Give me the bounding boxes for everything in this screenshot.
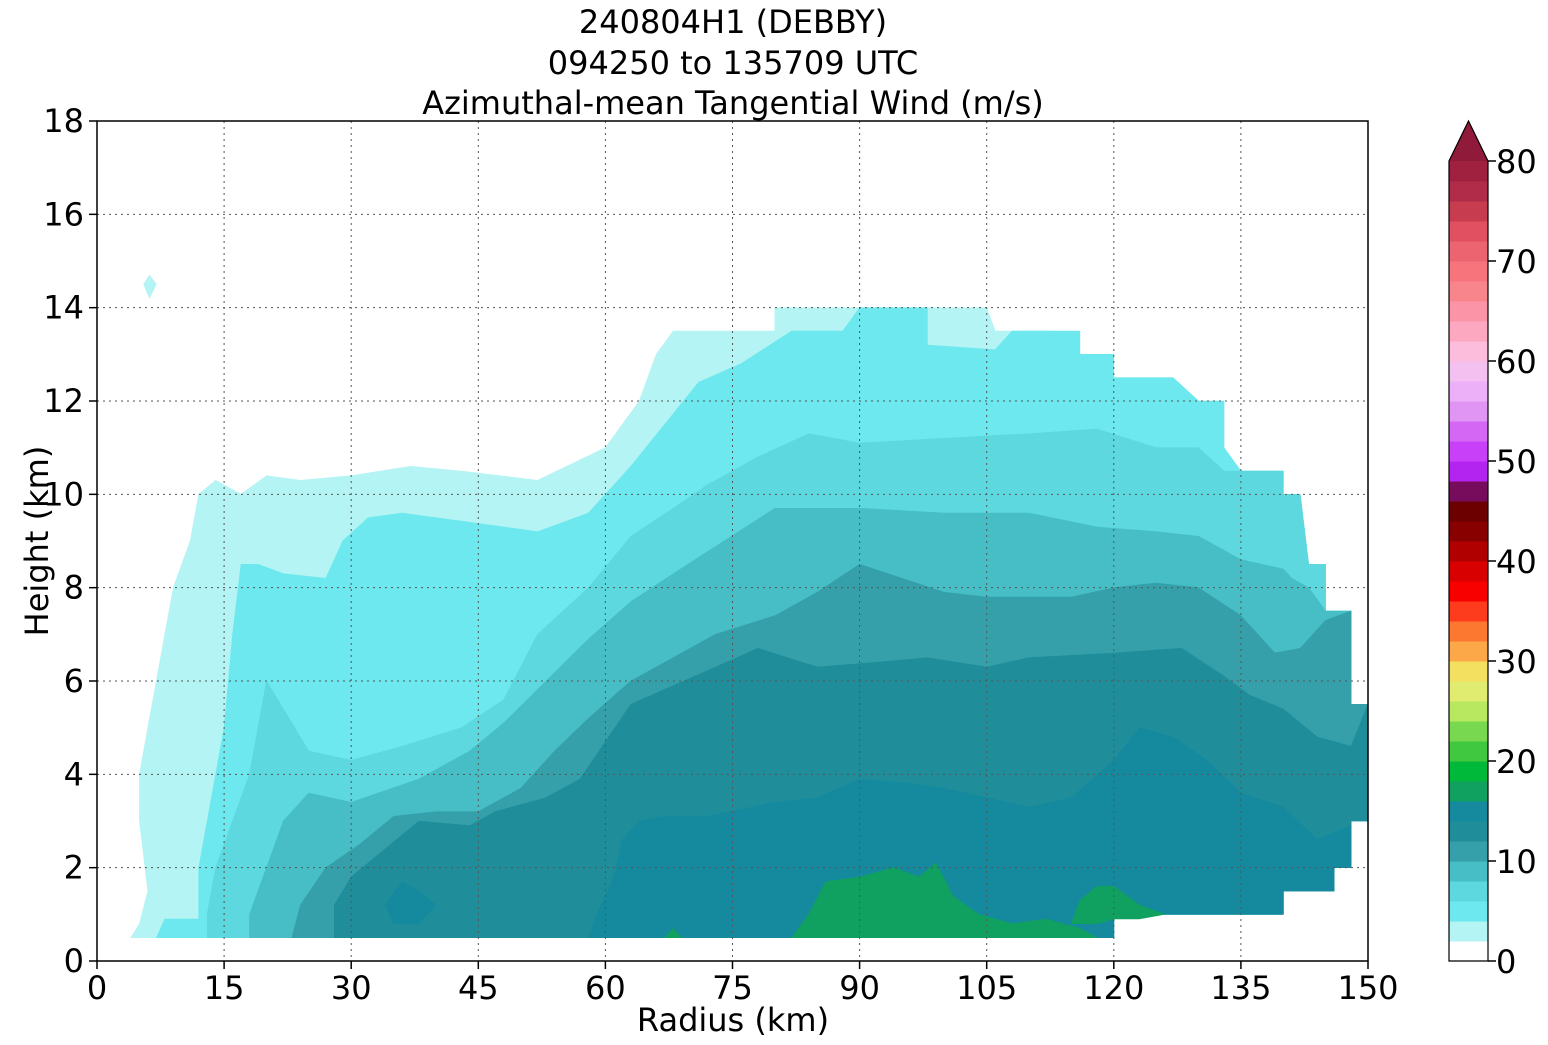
colorbar-segment xyxy=(1449,641,1488,662)
colorbar-outline xyxy=(1448,119,1489,962)
contour-region-16 xyxy=(664,862,1165,938)
colorbar-segment xyxy=(1449,321,1488,342)
x-tick-label: 120 xyxy=(1083,969,1144,1007)
colorbar-tick-label: 60 xyxy=(1496,343,1537,381)
colorbar-segment xyxy=(1449,401,1488,422)
colorbar-tick-label: 0 xyxy=(1496,943,1516,981)
x-tick-label: 135 xyxy=(1210,969,1271,1007)
colorbar-tick-label: 10 xyxy=(1496,843,1537,881)
colorbar-segment xyxy=(1449,841,1488,862)
colorbar-segment xyxy=(1449,421,1488,442)
colorbar-segment xyxy=(1449,861,1488,882)
contour-fields xyxy=(130,274,1369,938)
y-axis-ticks: 0 2 4 6 8 10 12 14 16 18 xyxy=(43,102,97,980)
y-tick-label: 12 xyxy=(43,382,84,420)
x-tick-label: 150 xyxy=(1337,969,1398,1007)
colorbar-segment xyxy=(1449,461,1488,482)
colorbar-segment xyxy=(1449,541,1488,562)
x-tick-label: 90 xyxy=(839,969,880,1007)
colorbar-segment xyxy=(1449,701,1488,722)
colorbar-tick-label: 50 xyxy=(1496,443,1537,481)
title-line-2: 094250 to 135709 UTC xyxy=(548,44,918,82)
colorbar-segment xyxy=(1449,361,1488,382)
y-tick-label: 2 xyxy=(64,849,84,887)
x-tick-label: 45 xyxy=(458,969,499,1007)
y-tick-label: 4 xyxy=(64,755,84,793)
colorbar-segment xyxy=(1449,241,1488,262)
y-tick-label: 18 xyxy=(43,102,84,140)
colorbar-segment xyxy=(1449,501,1488,522)
colorbar-tick-label: 80 xyxy=(1496,143,1537,181)
colorbar-segment xyxy=(1449,741,1488,762)
colorbar-segment xyxy=(1449,441,1488,462)
colorbar-segment xyxy=(1449,621,1488,642)
colorbar-segment xyxy=(1449,661,1488,682)
colorbar xyxy=(1448,119,1489,962)
contour-region-14 xyxy=(384,727,1352,938)
title-line-1: 240804H1 (DEBBY) xyxy=(579,3,887,41)
x-tick-label: 15 xyxy=(204,969,245,1007)
x-tick-label: 75 xyxy=(712,969,753,1007)
colorbar-segment xyxy=(1449,601,1488,622)
x-axis-label: Radius (km) xyxy=(637,1001,829,1039)
y-tick-label: 14 xyxy=(43,289,84,327)
colorbar-segment xyxy=(1449,181,1488,202)
colorbar-tick-label: 30 xyxy=(1496,643,1537,681)
colorbar-segment xyxy=(1449,161,1488,182)
colorbar-tick-label: 70 xyxy=(1496,243,1537,281)
grid-lines xyxy=(97,121,1368,961)
chart-title: 240804H1 (DEBBY) 094250 to 135709 UTC Az… xyxy=(422,3,1044,122)
y-tick-label: 16 xyxy=(43,195,84,233)
colorbar-segment xyxy=(1449,821,1488,842)
colorbar-segment xyxy=(1449,681,1488,702)
x-axis-ticks: 0 15 30 45 60 75 90 105 120 135 150 xyxy=(87,961,1399,1007)
y-tick-label: 8 xyxy=(64,569,84,607)
colorbar-segment xyxy=(1449,881,1488,902)
x-tick-label: 105 xyxy=(956,969,1017,1007)
colorbar-segment xyxy=(1449,381,1488,402)
y-tick-label: 6 xyxy=(64,662,84,700)
colorbar-segment xyxy=(1449,561,1488,582)
colorbar-extend-arrow xyxy=(1449,121,1488,161)
colorbar-segment xyxy=(1449,281,1488,302)
colorbar-ticks: 0 10 20 30 40 50 60 70 80 xyxy=(1488,143,1537,981)
colorbar-segment xyxy=(1449,581,1488,602)
colorbar-segment xyxy=(1449,261,1488,282)
title-line-3: Azimuthal-mean Tangential Wind (m/s) xyxy=(422,84,1044,122)
colorbar-tick-label: 40 xyxy=(1496,543,1537,581)
y-tick-label: 0 xyxy=(64,942,84,980)
colorbar-segment xyxy=(1449,301,1488,322)
colorbar-tick-label: 20 xyxy=(1496,743,1537,781)
colorbar-segment xyxy=(1449,341,1488,362)
colorbar-segment xyxy=(1449,721,1488,742)
colorbar-segment xyxy=(1449,521,1488,542)
colorbar-segment xyxy=(1449,941,1488,962)
colorbar-segment xyxy=(1449,481,1488,502)
x-tick-label: 0 xyxy=(87,969,107,1007)
colorbar-segment xyxy=(1449,921,1488,942)
y-axis-label: Height (km) xyxy=(18,446,56,637)
colorbar-segment xyxy=(1449,201,1488,222)
y-tick-label: 10 xyxy=(43,475,84,513)
colorbar-segment xyxy=(1449,781,1488,802)
colorbar-segment xyxy=(1449,801,1488,822)
colorbar-segment xyxy=(1449,761,1488,782)
colorbar-segment xyxy=(1449,901,1488,922)
colorbar-segment xyxy=(1449,221,1488,242)
x-tick-label: 30 xyxy=(331,969,372,1007)
x-tick-label: 60 xyxy=(585,969,626,1007)
